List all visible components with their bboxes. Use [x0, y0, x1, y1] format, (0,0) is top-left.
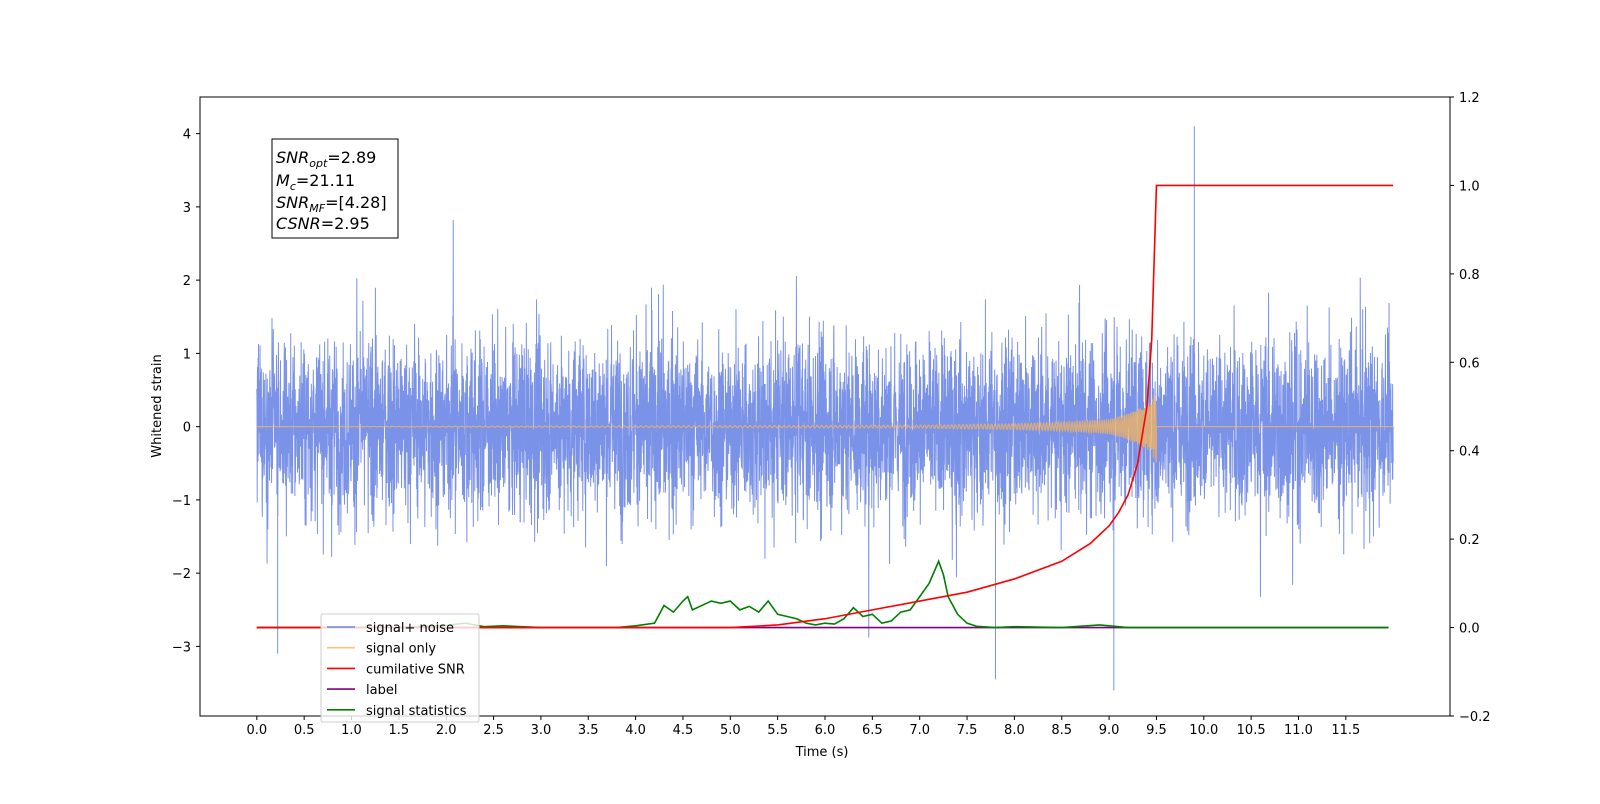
y-axis-label: Whitened strain [150, 354, 165, 457]
x-axis-label: Time (s) [795, 745, 849, 760]
x-tick-label: 7.0 [909, 723, 930, 738]
x-tick-label: 7.5 [957, 723, 978, 738]
x-tick-label: 10.5 [1237, 723, 1266, 738]
legend-box [320, 613, 480, 723]
y2-tick-label: 0.8 [1459, 268, 1480, 283]
legend-label: label [366, 683, 397, 698]
x-tick-label: 3.5 [578, 723, 599, 738]
y-axis-left: −3 −2 −1 0 1 2 3 4 [172, 128, 200, 655]
x-tick-label: 6.0 [815, 723, 836, 738]
x-tick-label: 3.0 [531, 723, 552, 738]
legend-label: signal only [366, 642, 436, 657]
annotation-line-snr-opt: SNRopt=2.89 [276, 148, 376, 170]
x-tick-label: 8.5 [1051, 723, 1072, 738]
x-tick-label: 10.0 [1189, 723, 1218, 738]
annotation-line-snr-mf: SNRMF=[4.28] [276, 193, 387, 215]
series-signal-statistics [256, 559, 1389, 629]
x-tick-label: 8.0 [1004, 723, 1025, 738]
annotation-line-mc: Mc=21.11 [276, 171, 355, 193]
x-tick-label: 9.5 [1146, 723, 1167, 738]
y2-tick-label: 0.4 [1459, 445, 1480, 460]
x-tick-label: 4.0 [625, 723, 646, 738]
x-tick-label: 1.0 [341, 723, 362, 738]
y-axis-right: −0.2 0.0 0.2 0.4 0.6 0.8 1.0 1.2 [1450, 91, 1491, 725]
x-tick-label: 5.0 [720, 723, 741, 738]
legend-label: signal+ noise [366, 621, 454, 636]
series-cumulative-snr [256, 184, 1394, 629]
y2-tick-label: 0.2 [1459, 533, 1480, 548]
x-tick-label: 11.5 [1331, 723, 1360, 738]
y-tick-label: 3 [183, 201, 191, 216]
y-tick-label: −1 [172, 494, 191, 509]
y-tick-label: 0 [183, 421, 191, 436]
y-tick-label: 2 [183, 274, 191, 289]
annotation-box: SNRopt=2.89 Mc=21.11 SNRMF=[4.28] CSNR=2… [271, 138, 399, 239]
y-tick-label: 1 [183, 347, 191, 362]
y-tick-label: −2 [172, 567, 191, 582]
y2-tick-label: 1.2 [1459, 91, 1480, 106]
y-tick-label: −3 [172, 640, 191, 655]
x-axis: 0.0 0.5 1.0 1.5 2.0 2.5 3.0 3.5 4.0 4.5 5.0 5.5 6.0 6… [246, 716, 1360, 738]
y2-tick-label: 1.0 [1459, 179, 1480, 194]
x-tick-label: 6.5 [862, 723, 883, 738]
legend-label: cumilative SNR [366, 662, 465, 677]
x-tick-label: 9.0 [1099, 723, 1120, 738]
x-tick-label: 1.5 [389, 723, 410, 738]
x-tick-label: 2.0 [436, 723, 457, 738]
x-tick-label: 0.5 [294, 723, 315, 738]
x-tick-label: 11.0 [1284, 723, 1313, 738]
x-tick-label: 0.0 [246, 723, 267, 738]
y-tick-label: 4 [183, 128, 191, 143]
annotation-line-csnr: CSNR=2.95 [276, 214, 370, 233]
series-signal-noise [256, 126, 1394, 691]
x-tick-label: 4.5 [673, 723, 694, 738]
y2-tick-label: −0.2 [1459, 710, 1491, 725]
legend-label: signal statistics [366, 704, 467, 719]
y2-tick-label: 0.6 [1459, 356, 1480, 371]
x-tick-label: 2.5 [483, 723, 504, 738]
y2-tick-label: 0.0 [1459, 622, 1480, 637]
x-tick-label: 5.5 [767, 723, 788, 738]
series-signal-only [256, 395, 1394, 463]
legend: signal+ noise signal only cumilative SNR la… [320, 613, 480, 723]
